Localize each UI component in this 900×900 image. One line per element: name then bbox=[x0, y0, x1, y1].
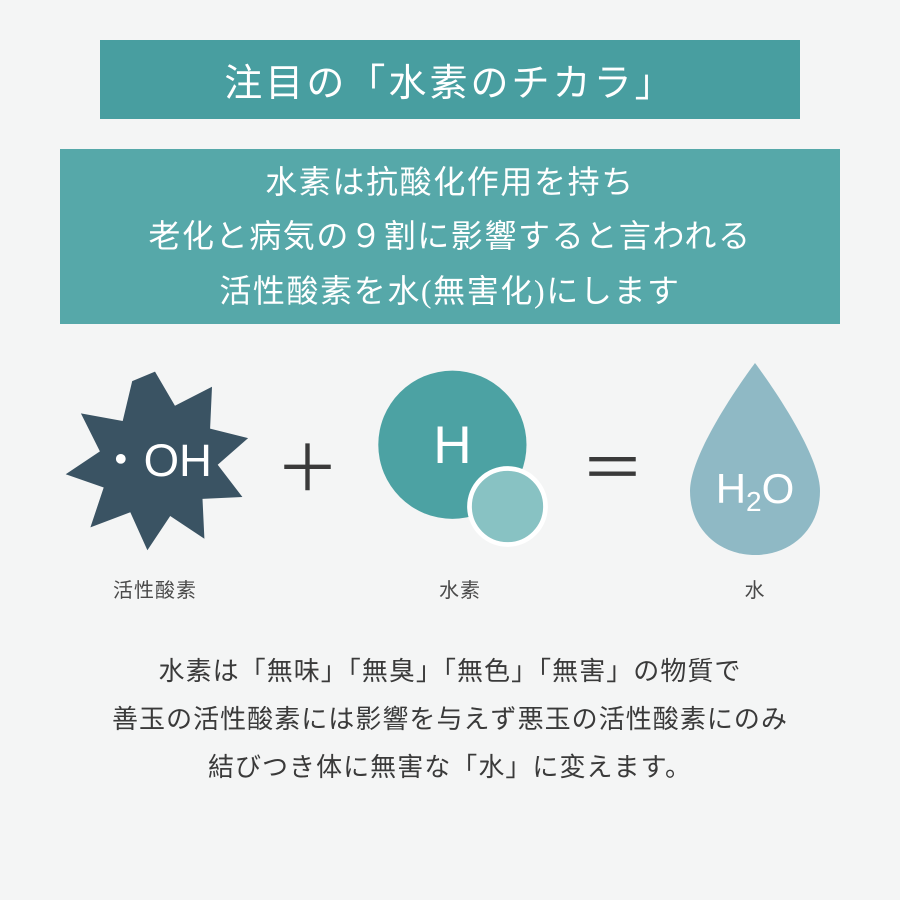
oh-label: 活性酸素 bbox=[113, 574, 197, 603]
h-item: H 水素 bbox=[365, 364, 555, 603]
water-drop-icon: H2O bbox=[670, 364, 840, 554]
equation-row: ・OH 活性酸素 ＋ H 水素 ＝ H2O 水 bbox=[40, 364, 860, 603]
oh-burst-icon: ・OH bbox=[60, 364, 250, 554]
subtitle-box: 水素は抗酸化作用を持ち 老化と病気の９割に影響すると言われる 活性酸素を水(無害… bbox=[60, 149, 840, 324]
footer-line-3: 結びつき体に無害な「水」に変えます。 bbox=[40, 744, 860, 792]
h-label: 水素 bbox=[439, 574, 481, 603]
footer-text: 水素は「無味」「無臭」「無色」「無害」の物質で 善玉の活性酸素には影響を与えず悪… bbox=[40, 648, 860, 792]
oh-item: ・OH 活性酸素 bbox=[60, 364, 250, 603]
oh-symbol-text: ・OH bbox=[98, 435, 212, 486]
subtitle-line-3: 活性酸素を水(無害化)にします bbox=[60, 264, 840, 318]
subtitle-line-2: 老化と病気の９割に影響すると言われる bbox=[60, 209, 840, 263]
drop-shape bbox=[690, 363, 820, 555]
subtitle-line-1: 水素は抗酸化作用を持ち bbox=[60, 155, 840, 209]
h-symbol-text: H bbox=[433, 416, 471, 475]
footer-line-2: 善玉の活性酸素には影響を与えず悪玉の活性酸素にのみ bbox=[40, 696, 860, 744]
h2o-item: H2O 水 bbox=[670, 364, 840, 603]
footer-line-1: 水素は「無味」「無臭」「無色」「無害」の物質で bbox=[40, 648, 860, 696]
h2o-label: 水 bbox=[745, 574, 766, 603]
h-circle-icon: H bbox=[365, 364, 555, 554]
h-small-circle bbox=[470, 469, 546, 545]
equals-operator: ＝ bbox=[581, 369, 645, 559]
plus-operator: ＋ bbox=[276, 369, 340, 559]
title-bar: 注目の「水素のチカラ」 bbox=[100, 40, 800, 119]
